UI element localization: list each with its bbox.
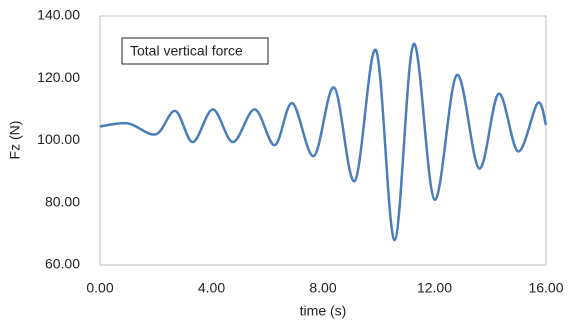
x-tick-label: 4.00 [198,280,225,296]
annotation-box [121,37,269,65]
x-axis-label: time (s) [300,303,347,319]
data-line [99,42,548,242]
x-tick-label: 0.00 [86,280,113,296]
y-tick-label: 140.00 [37,7,80,23]
y-tick-label: 100.00 [37,131,80,147]
x-tick-label: 12.00 [417,280,452,296]
y-axis-label: Fz (N) [7,121,23,160]
y-tick-label: 60.00 [45,256,80,272]
x-tick-label: 8.00 [309,280,336,296]
plot-frame [99,15,547,266]
y-tick-label: 120.00 [37,69,80,85]
annotation: Total vertical force [130,43,243,59]
x-tick-label: 16.00 [528,280,563,296]
y-tick-label: 80.00 [45,193,80,209]
